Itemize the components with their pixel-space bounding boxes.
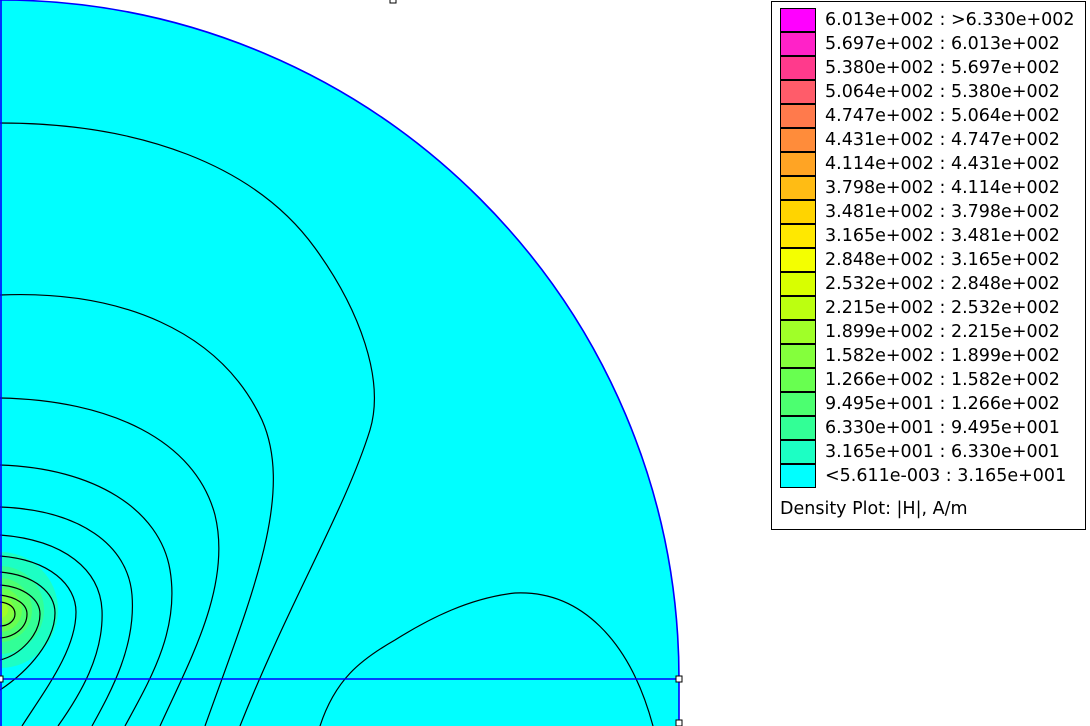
legend-label: 4.431e+002 : 4.747e+002 xyxy=(825,130,1060,150)
legend-swatch xyxy=(780,200,816,224)
legend-swatch xyxy=(780,272,816,296)
geometry-boundary xyxy=(0,0,680,726)
legend-label: 9.495e+001 : 1.266e+002 xyxy=(825,394,1060,414)
legend-label: 4.114e+002 : 4.431e+002 xyxy=(825,154,1060,174)
contour-lines xyxy=(0,122,654,726)
density-plot xyxy=(0,0,683,726)
legend-label: 6.013e+002 : >6.330e+002 xyxy=(825,10,1075,30)
legend-swatch xyxy=(780,248,816,272)
legend-swatch xyxy=(780,32,816,56)
legend-label: 5.064e+002 : 5.380e+002 xyxy=(825,82,1060,102)
legend-swatch xyxy=(780,464,816,488)
legend-label: 2.532e+002 : 2.848e+002 xyxy=(825,274,1060,294)
legend-swatch xyxy=(780,344,816,368)
legend-label: 6.330e+001 : 9.495e+001 xyxy=(825,418,1060,438)
legend-swatch xyxy=(780,104,816,128)
legend-label: 5.380e+002 : 5.697e+002 xyxy=(825,58,1060,78)
legend-swatch xyxy=(780,128,816,152)
legend-swatch xyxy=(780,416,816,440)
source-hotspot xyxy=(0,552,58,668)
density-legend: 6.013e+002 : >6.330e+002 5.697e+002 : 6.0… xyxy=(771,1,1086,530)
legend-label: 3.165e+002 : 3.481e+002 xyxy=(825,226,1060,246)
node-markers xyxy=(0,0,683,726)
field-region xyxy=(0,0,679,726)
legend-label: <5.611e-003 : 3.165e+001 xyxy=(825,466,1067,486)
legend-label: 3.798e+002 : 4.114e+002 xyxy=(825,178,1060,198)
legend-label: 3.165e+001 : 6.330e+001 xyxy=(825,442,1060,462)
legend-label: 3.481e+002 : 3.798e+002 xyxy=(825,202,1060,222)
legend-swatch xyxy=(780,440,816,464)
legend-label: 1.899e+002 : 2.215e+002 xyxy=(825,322,1060,342)
legend-label: 4.747e+002 : 5.064e+002 xyxy=(825,106,1060,126)
legend-swatch xyxy=(780,152,816,176)
legend-label: 1.266e+002 : 1.582e+002 xyxy=(825,370,1060,390)
legend-swatch xyxy=(780,320,816,344)
legend-swatch xyxy=(780,56,816,80)
legend-label: 5.697e+002 : 6.013e+002 xyxy=(825,34,1060,54)
legend-swatch xyxy=(780,224,816,248)
legend-swatch xyxy=(780,392,816,416)
legend-label: 2.215e+002 : 2.532e+002 xyxy=(825,298,1060,318)
legend-swatch xyxy=(780,80,816,104)
legend-swatch xyxy=(780,296,816,320)
legend-label: 1.582e+002 : 1.899e+002 xyxy=(825,346,1060,366)
legend-title: Density Plot: |H|, A/m xyxy=(780,499,968,519)
legend-swatch xyxy=(780,8,816,32)
legend-swatch xyxy=(780,176,816,200)
legend-swatch xyxy=(780,368,816,392)
legend-label: 2.848e+002 : 3.165e+002 xyxy=(825,250,1060,270)
